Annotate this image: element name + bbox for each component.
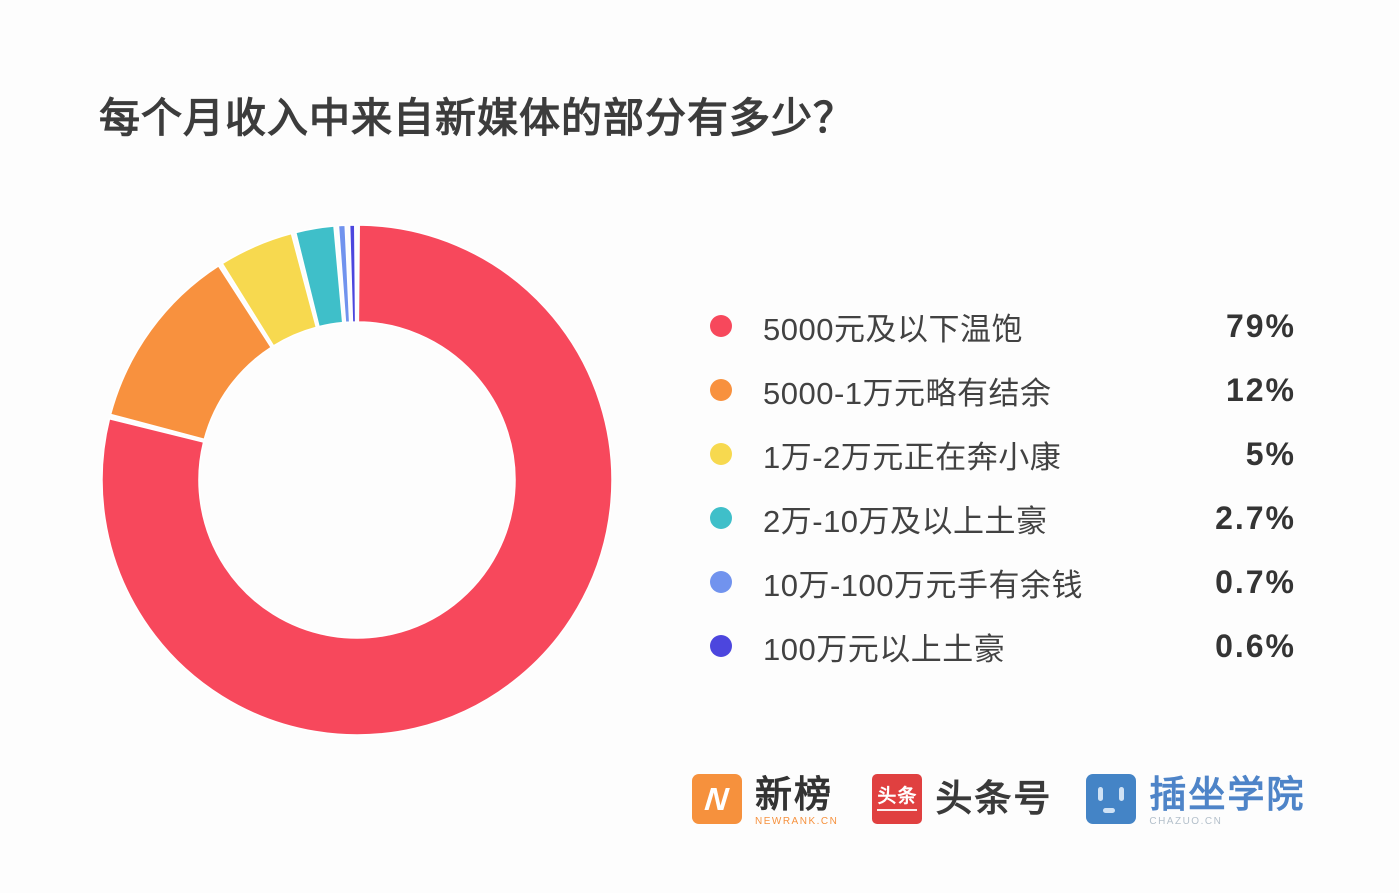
legend-percent: 12%	[1225, 371, 1296, 408]
legend-item: 5000元及以下温饱 79%	[710, 294, 1296, 358]
legend-label: 10万-100万元手有余钱	[763, 567, 1084, 603]
chazuo-face-icon	[1086, 774, 1137, 824]
legend-percent: 79%	[1225, 307, 1296, 344]
donut-slice-2	[221, 232, 318, 347]
toutiao-logo: 头条 头条号	[872, 774, 1052, 824]
legend-color-dot	[710, 507, 732, 529]
footer-logos: N 新榜 NEWRANK.CN 头条 头条号	[692, 774, 1305, 828]
legend-item: 10万-100万元手有余钱 0.7%	[710, 550, 1296, 614]
donut-slice-3	[294, 225, 344, 328]
donut-slice-4	[337, 224, 351, 324]
legend-item: 5000-1万元略有结余 12%	[710, 358, 1296, 422]
chazuo-wordmark: 插坐学院	[1149, 774, 1306, 815]
donut-chart	[100, 223, 614, 737]
toutiao-wordmark: 头条号	[935, 778, 1053, 819]
toutiao-icon: 头条	[872, 774, 923, 824]
legend-item: 2万-10万及以上土豪 2.7%	[710, 486, 1296, 550]
legend-label: 5000元及以下温饱	[763, 311, 1023, 347]
toutiao-icon-text: 头条	[877, 787, 918, 811]
chazuo-logo: 插坐学院 CHAZUO.CN	[1086, 774, 1305, 828]
newrank-wordmark: 新榜	[755, 774, 833, 815]
newrank-logo: N 新榜 NEWRANK.CN	[692, 774, 838, 828]
legend-percent: 0.6%	[1215, 627, 1296, 664]
legend-percent: 0.7%	[1215, 563, 1296, 600]
legend-item: 1万-2万元正在奔小康 5%	[710, 422, 1296, 486]
legend-color-dot	[710, 315, 732, 337]
chazuo-robot-face	[1086, 774, 1136, 824]
legend-percent: 2.7%	[1215, 499, 1296, 536]
legend-percent: 5%	[1245, 435, 1296, 472]
page-title: 每个月收入中来自新媒体的部分有多少？	[99, 95, 855, 141]
chazuo-mouth	[1103, 808, 1116, 813]
legend-item: 100万元以上土豪 0.6%	[710, 614, 1296, 678]
legend-color-dot	[710, 571, 732, 593]
donut-slice-5	[348, 224, 357, 323]
newrank-url-text: NEWRANK.CN	[755, 816, 839, 827]
legend-label: 2万-10万及以上土豪	[763, 503, 1048, 539]
newrank-n-glyph: N	[703, 781, 731, 817]
chazuo-left-eye	[1098, 787, 1104, 801]
legend-color-dot	[710, 635, 732, 657]
legend-label: 100万元以上土豪	[763, 631, 1006, 667]
donut-slice-1	[109, 264, 273, 441]
legend-color-dot	[710, 443, 732, 465]
chazuo-url-text: CHAZUO.CN	[1149, 816, 1223, 827]
donut-chart-svg	[101, 224, 613, 736]
chart-legend: 5000元及以下温饱 79% 5000-1万元略有结余 12% 1万-2万元正在…	[710, 294, 1296, 678]
donut-slice-0	[101, 224, 613, 736]
legend-color-dot	[710, 379, 732, 401]
legend-label: 1万-2万元正在奔小康	[763, 439, 1062, 475]
legend-label: 5000-1万元略有结余	[763, 375, 1052, 411]
chazuo-right-eye	[1119, 787, 1125, 801]
newrank-lightning-n-icon: N	[692, 774, 742, 824]
